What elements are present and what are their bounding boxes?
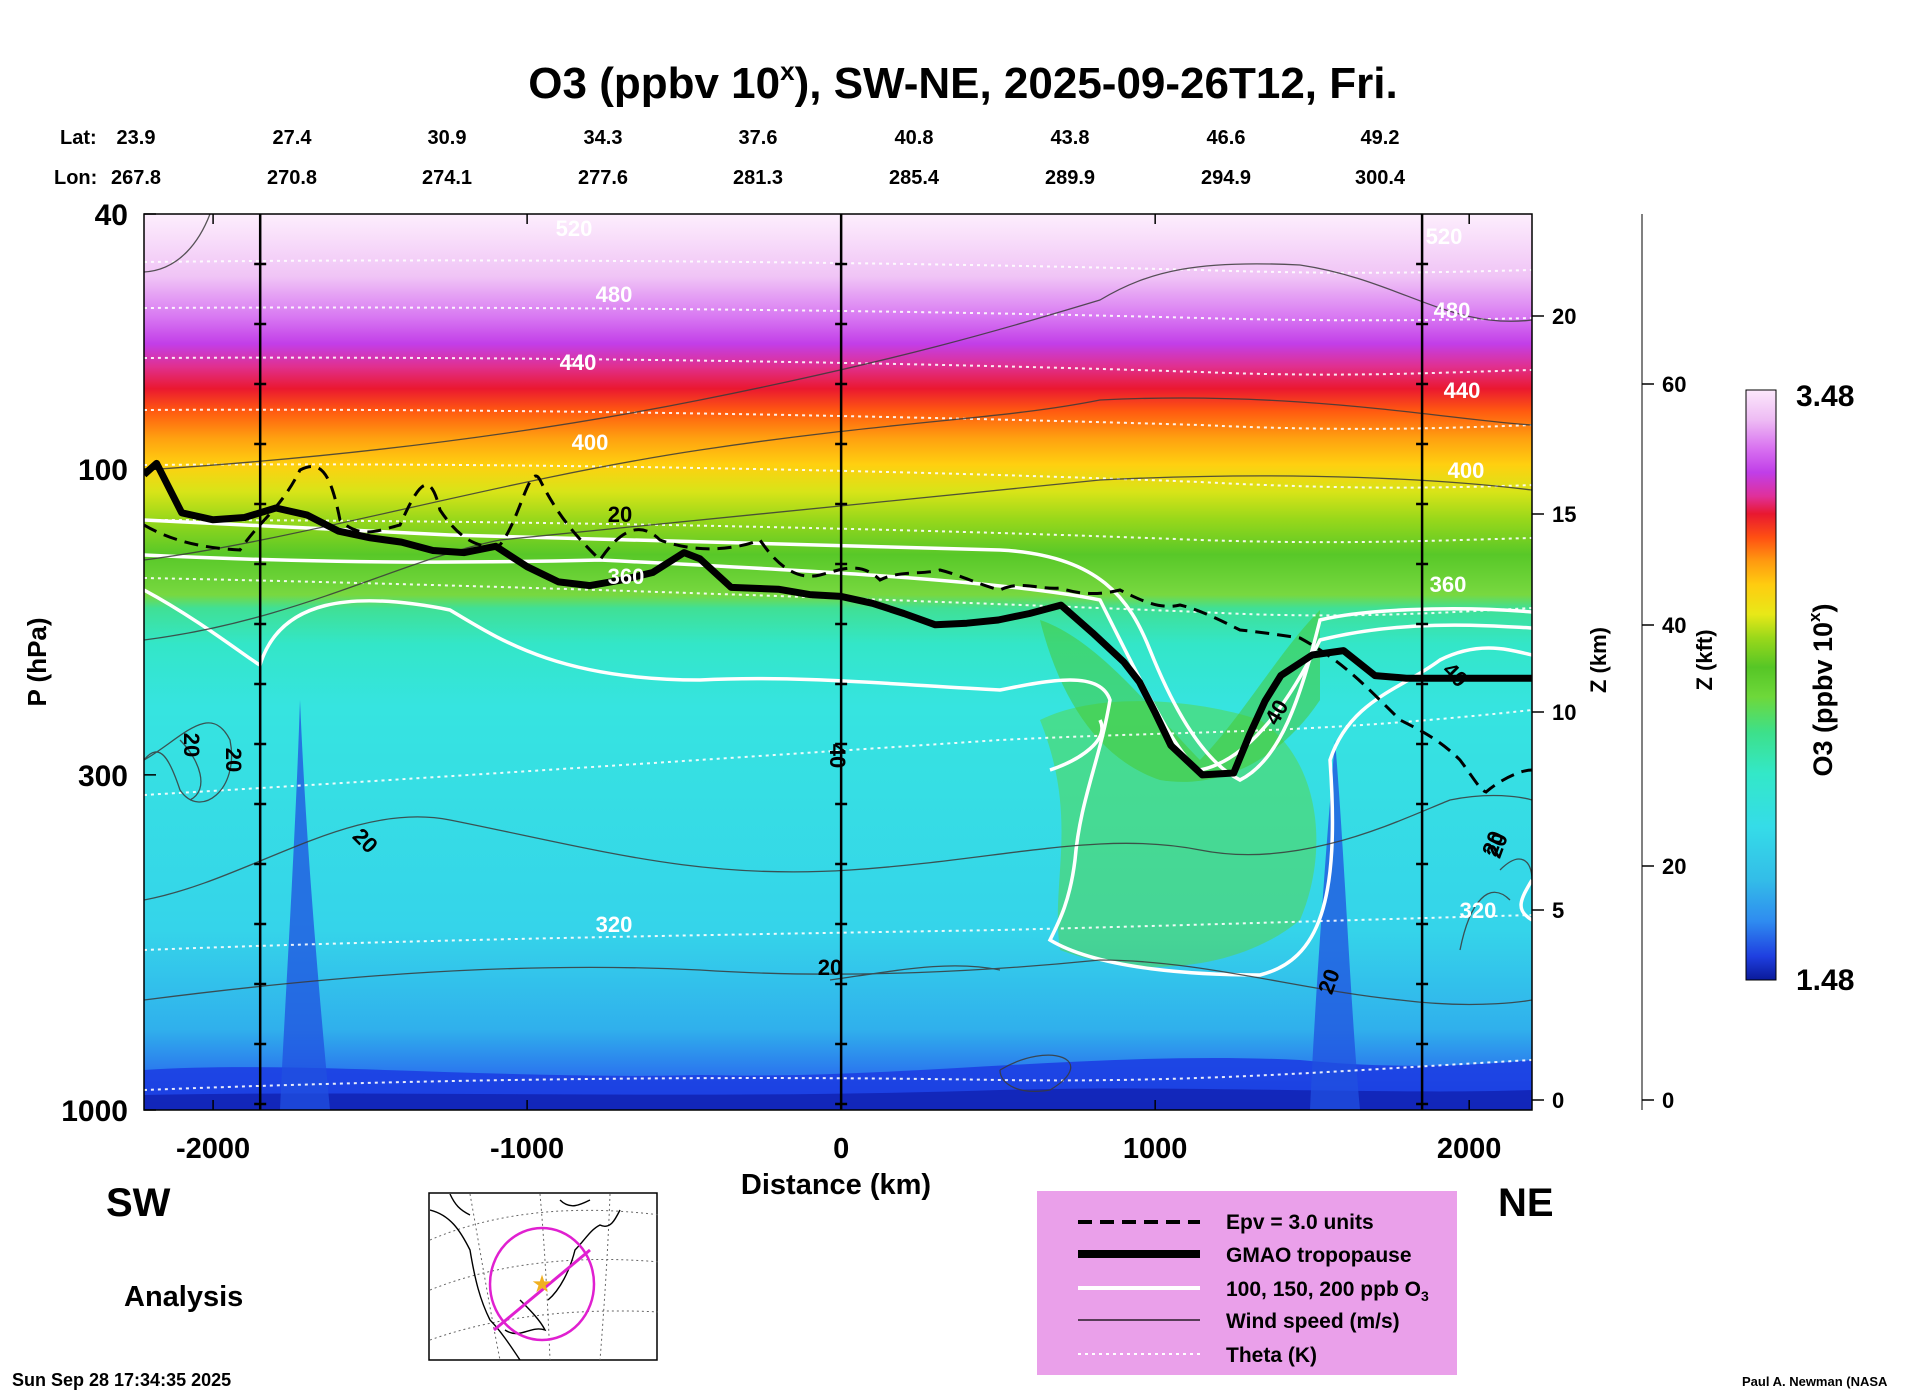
- theta-label: 400: [572, 430, 609, 455]
- map-transect: [493, 1248, 591, 1332]
- lat-lon-row: 23.9 267.8 27.4 270.8 30.9 274.1 34.3 277.6 37.6…: [111, 127, 1406, 189]
- legend: Epv = 3.0 units GMAO tropopause 100, 150…: [1037, 1191, 1457, 1375]
- z-km-tick-label: 15: [1552, 502, 1576, 527]
- blue-surface-layer: [144, 1088, 1532, 1110]
- lon-value: 277.6: [578, 167, 628, 189]
- wind-label: 40: [825, 744, 850, 768]
- plot-area: 520 480 440 400 360 320 520 480 440 400 360 320 20 2…: [144, 214, 1532, 1110]
- lat-value: 30.9: [428, 127, 467, 149]
- lat-value: 49.2: [1361, 127, 1400, 149]
- legend-theta-label: Theta (K): [1226, 1344, 1317, 1367]
- map-star: ★: [531, 1271, 553, 1298]
- z-kft-tick-label: 20: [1662, 854, 1686, 879]
- legend-o3-label: 100, 150, 200 ppb O3: [1226, 1278, 1429, 1304]
- map-gridlines: [430, 1194, 658, 1360]
- theta-label: 520: [556, 216, 593, 241]
- lon-value: 294.9: [1201, 167, 1251, 189]
- legend-wind-label: Wind speed (m/s): [1226, 1310, 1400, 1333]
- theta-label: 360: [1430, 572, 1467, 597]
- map-frame: [428, 1192, 658, 1361]
- wind-label: 20: [818, 955, 842, 980]
- colorbar-title: O3 (ppbv 10x): [1805, 603, 1838, 776]
- wind-label: 20: [179, 733, 204, 757]
- z-kft-tick-label: 0: [1662, 1088, 1674, 1113]
- lat-value: 34.3: [584, 127, 623, 149]
- credit: Paul A. Newman (NASA: [1742, 1374, 1888, 1389]
- y-tick-label: 40: [95, 199, 128, 232]
- lat-value: 43.8: [1051, 127, 1090, 149]
- colorbar: [1745, 389, 1777, 981]
- lat-value: 40.8: [895, 127, 934, 149]
- legend-epv-label: Epv = 3.0 units: [1226, 1211, 1374, 1234]
- z-km-tick-label: 10: [1552, 700, 1576, 725]
- map-inset: ★: [428, 1192, 658, 1361]
- theta-label: 480: [1434, 298, 1471, 323]
- z-km-tick-label: 20: [1552, 304, 1576, 329]
- z-kft-label: Z (kft): [1692, 629, 1717, 690]
- analysis-label: Analysis: [124, 1281, 243, 1313]
- z-km-tick-label: 5: [1552, 898, 1564, 923]
- lat-label: Lat:: [60, 127, 97, 149]
- chart-title: O3 (ppbv 10x), SW-NE, 2025-09-26T12, Fri…: [528, 56, 1397, 108]
- green-midtrop-blob: [1040, 701, 1317, 967]
- blue-plume-left: [280, 700, 330, 1110]
- wind-label: 20: [608, 502, 632, 527]
- lon-value: 289.9: [1045, 167, 1095, 189]
- wind-speed-contours: [144, 214, 1532, 1092]
- x-tick-label: 1000: [1123, 1133, 1188, 1165]
- lat-value: 23.9: [117, 127, 156, 149]
- lon-value: 300.4: [1355, 167, 1406, 189]
- x-tick-label: 0: [833, 1133, 849, 1165]
- z-km-label: Z (km): [1586, 627, 1611, 693]
- theta-label: 320: [1460, 898, 1497, 923]
- x-axis: -2000 -1000 0 1000 2000: [176, 214, 1501, 1165]
- z-kft-tick-label: 40: [1662, 613, 1686, 638]
- lon-label: Lon:: [54, 167, 97, 189]
- z-km-tick-label: 0: [1552, 1088, 1564, 1113]
- lat-value: 46.6: [1207, 127, 1246, 149]
- theta-label: 440: [1444, 378, 1481, 403]
- z-kft-tick-label: 60: [1662, 372, 1686, 397]
- y-tick-label: 300: [78, 760, 128, 793]
- timestamp: Sun Sep 28 17:34:35 2025: [12, 1370, 231, 1390]
- o3-white-contours: [144, 518, 1532, 977]
- sw-label: SW: [106, 1181, 171, 1225]
- colorbar-max-label: 3.48: [1796, 380, 1854, 413]
- coastline: [430, 1194, 621, 1360]
- legend-tropopause-label: GMAO tropopause: [1226, 1244, 1412, 1267]
- blue-plume-right: [1310, 740, 1360, 1110]
- colorbar-min-label: 1.48: [1796, 964, 1854, 997]
- wind-label: 20: [221, 748, 246, 772]
- theta-label: 440: [560, 350, 597, 375]
- lon-value: 270.8: [267, 167, 317, 189]
- theta-label: 400: [1448, 458, 1485, 483]
- lat-value: 37.6: [739, 127, 778, 149]
- z-km-axis: 0 5 10 15 20: [1531, 214, 1576, 1113]
- map-ellipse: [488, 1226, 596, 1342]
- theta-label: 520: [1426, 224, 1463, 249]
- z-kft-axis: 0 20 40 60: [1641, 214, 1686, 1113]
- y-tick-label: 1000: [61, 1095, 128, 1128]
- ne-label: NE: [1498, 1181, 1554, 1225]
- lat-value: 27.4: [273, 127, 313, 149]
- epv-contour: [144, 465, 1532, 794]
- x-tick-label: 2000: [1437, 1133, 1502, 1165]
- y-tick-label: 100: [78, 454, 128, 487]
- theta-label: 320: [596, 912, 633, 937]
- y-axis: 40 100 300 1000: [61, 199, 156, 1128]
- lon-value: 285.4: [889, 167, 940, 189]
- theta-contours: [144, 259, 1532, 1091]
- lon-value: 267.8: [111, 167, 161, 189]
- theta-labels: 520 480 440 400 360 320 520 480 440 400 360 320: [556, 216, 1497, 937]
- theta-label: 360: [608, 564, 645, 589]
- vertical-lines: [254, 214, 1429, 1110]
- x-axis-label: Distance (km): [741, 1169, 931, 1201]
- x-tick-label: -1000: [490, 1133, 564, 1165]
- y-axis-label-text: P (hPa): [22, 617, 52, 706]
- lon-value: 281.3: [733, 167, 783, 189]
- x-tick-label: -2000: [176, 1133, 250, 1165]
- lon-value: 274.1: [422, 167, 472, 189]
- theta-label: 480: [596, 282, 633, 307]
